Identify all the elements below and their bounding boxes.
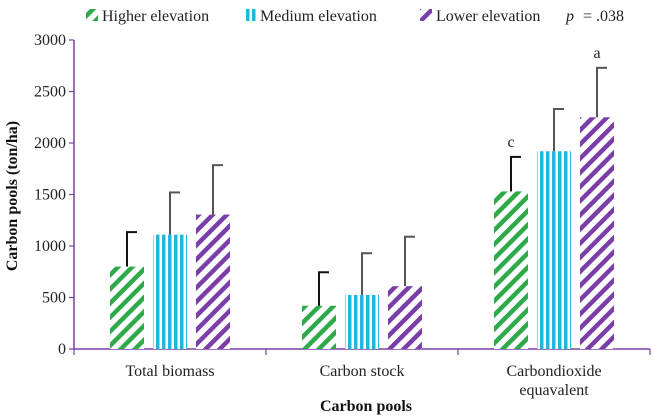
error-bars [126,66,607,306]
x-tick-label: Carbon stock [320,363,405,380]
y-tick-label: 0 [58,341,66,358]
bar-medium-elevation-2 [537,151,571,349]
significance-letter: a [593,45,600,62]
legend-swatch-medium [244,9,256,21]
bar-medium-elevation-0 [153,234,187,349]
bar-medium-elevation-1 [345,294,379,349]
x-tick-label: Total biomass [125,363,214,380]
x-tick-label: Carbondioxide equavalent [506,363,601,399]
y-tick-label: 2500 [34,84,66,101]
bar-lower-elevation-1 [388,286,422,349]
p-value-label: p = .038 [565,8,624,25]
legend-label-lower: Lower elevation [436,8,540,25]
y-tick-label: 1000 [34,238,66,255]
legend-swatch-lower [420,9,432,21]
bar-lower-elevation-2 [580,117,614,349]
x-axis-title: Carbon pools [320,398,412,415]
bars [110,117,614,349]
legend: Higher elevation Medium elevation Lower … [86,8,540,25]
bar-higher-elevation-1 [302,305,336,349]
legend-swatch-higher [86,9,98,21]
y-tick-label: 500 [42,290,66,307]
p-symbol: p [565,8,574,25]
p-value: = .038 [583,8,624,25]
legend-label-medium: Medium elevation [260,8,377,25]
bar-lower-elevation-0 [196,214,230,349]
bar-higher-elevation-0 [110,266,144,349]
y-tick-label: 3000 [34,32,66,49]
y-tick-label: 2000 [34,135,66,152]
bar-higher-elevation-2 [494,191,528,349]
legend-label-higher: Higher elevation [102,8,209,25]
significance-letter: c [507,134,514,151]
y-tick-label: 1500 [34,187,66,204]
y-axis-title: Carbon pools (ton/ha) [4,121,21,271]
labels: Total biomass Carbon stock Carbondioxide eq… [125,45,601,399]
